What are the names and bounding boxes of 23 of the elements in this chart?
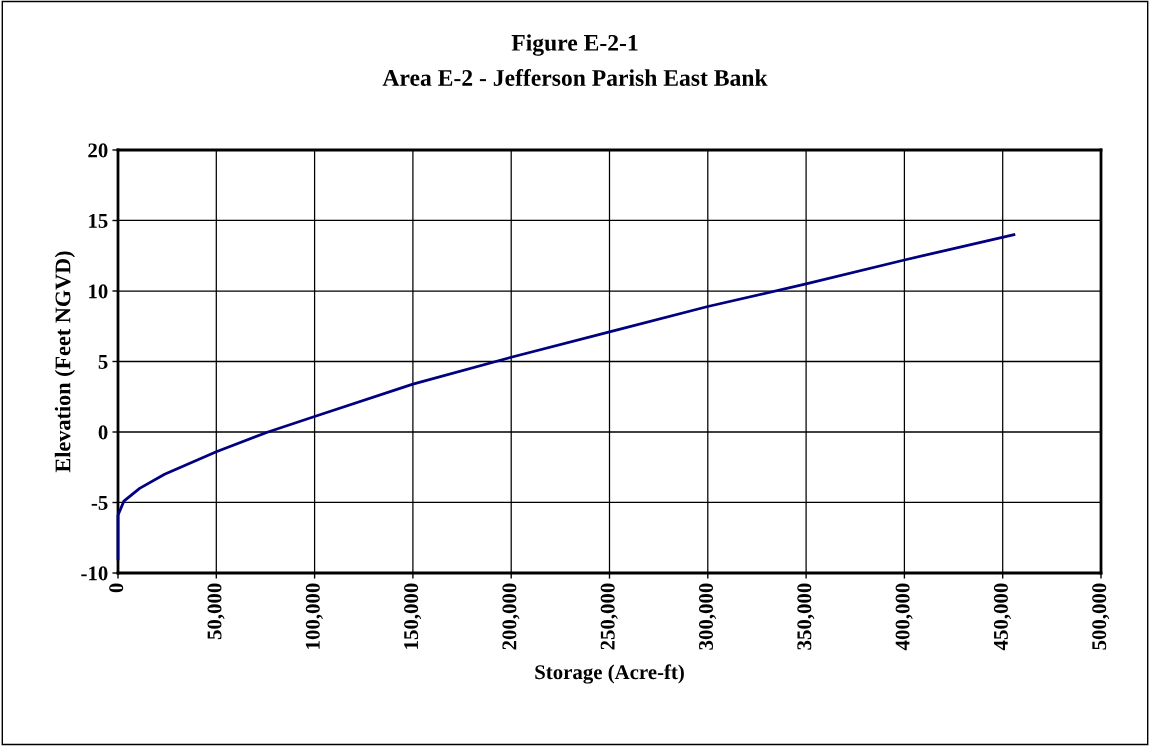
x-tick-label: 200,000 (502, 583, 520, 650)
y-tick-label: 10 (89, 284, 108, 299)
x-tick-label: 50,000 (207, 583, 225, 640)
x-axis-title: Storage (Acre-ft) (535, 664, 684, 684)
line-series (116, 233, 1016, 561)
x-tick-label: 150,000 (404, 583, 422, 649)
y-tick-label: -10 (81, 566, 108, 581)
y-tick-label: -5 (91, 496, 108, 510)
y-tick-label: 5 (98, 355, 108, 369)
chart-title: Figure E-2-1 (511, 34, 638, 56)
x-tick-label: 250,000 (600, 583, 618, 650)
y-tick-label: 20 (88, 143, 108, 158)
chart-subtitle: Area E-2 - Jefferson Parish East Bank (382, 69, 768, 86)
y-tick-label: 0 (98, 425, 108, 440)
x-tick-label: 350,000 (797, 583, 815, 650)
y-axis-title: Elevation (Feet NGVD) (54, 251, 75, 473)
x-tick-label: 400,000 (895, 583, 913, 651)
x-tick-label: 500,000 (1092, 583, 1110, 650)
x-tick-label: 100,000 (305, 583, 323, 649)
y-tick-label: 15 (89, 213, 108, 228)
x-tick-label: 300,000 (698, 583, 717, 650)
x-tick-label: 450,000 (993, 583, 1011, 651)
x-tick-label: 0 (109, 583, 124, 593)
